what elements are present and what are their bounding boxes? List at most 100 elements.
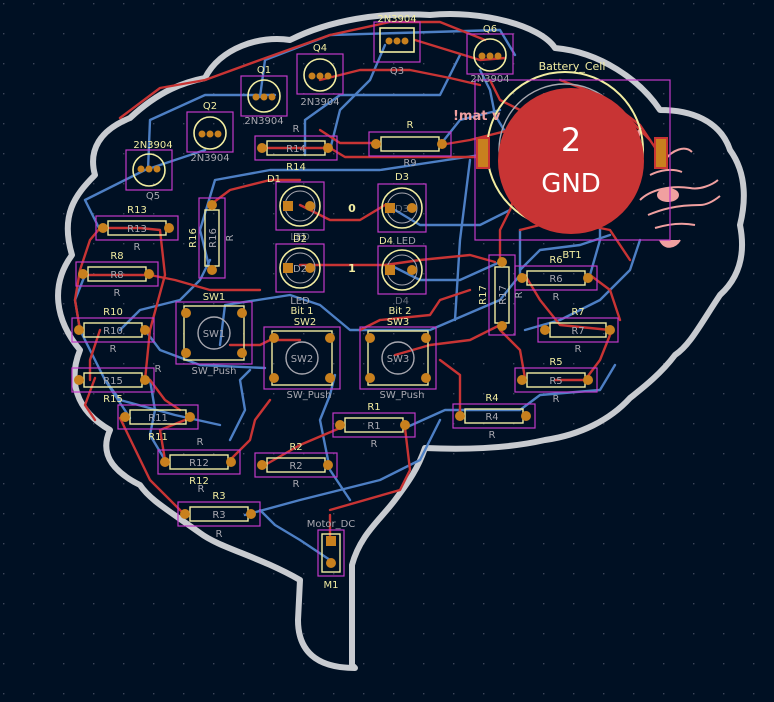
transistor-q6[interactable]: Q6 2N3904 (466, 24, 514, 85)
resistor-r1[interactable]: R1 R1 R (332, 402, 416, 450)
sw2-fab-label: SW2 (291, 354, 314, 365)
resistor-r9[interactable]: R R9 (368, 120, 452, 169)
d4-pad-1 (385, 265, 395, 275)
switch-sw2[interactable]: SW2 SW2 SW_Push (263, 317, 341, 401)
sw2-body (271, 330, 333, 386)
q6-ref-label: Q6 (483, 24, 497, 35)
r12-value-label: R (198, 484, 205, 495)
q3-pin-1 (385, 37, 393, 45)
led-d2[interactable]: D2 D2 LED (275, 234, 325, 307)
r2-ref-label: R2 (289, 442, 302, 453)
transistor-q1[interactable]: Q1 2N3904 (240, 65, 288, 127)
r8-pad-1 (78, 269, 88, 279)
r6-pad-2 (583, 273, 593, 283)
resistor-r11[interactable]: R11 R11 R (117, 404, 204, 448)
q6-pin-3 (494, 52, 502, 60)
r1-value-label: R (371, 439, 378, 450)
r5-pad-1 (517, 375, 527, 385)
led-d3[interactable]: D3 D3 (377, 172, 427, 233)
q2-pin-1 (198, 130, 206, 138)
sw3-ref-label: SW3 (387, 317, 410, 328)
r10-value-label: R (110, 344, 117, 355)
q5-value-label: 2N3904 (133, 140, 172, 151)
battery-courtyard (474, 79, 671, 241)
r15-pad-1 (74, 375, 84, 385)
q5-pin-3 (153, 165, 161, 173)
transistor-q4[interactable]: Q4 2N3904 (296, 43, 344, 108)
d2-pad-1 (283, 263, 293, 273)
q6-value-label: 2N3904 (470, 74, 509, 85)
r15-courtyard (71, 367, 155, 393)
q2-pin-3 (214, 130, 222, 138)
resistor-r5[interactable]: R5 R5 R (514, 357, 598, 405)
r3-ref-label: R3 (212, 491, 225, 502)
q4-pin-3 (324, 72, 332, 80)
transistor-q5[interactable]: 2N3904 Q5 (125, 140, 173, 202)
sw2-courtyard (263, 326, 341, 390)
silk-banner-text: !mat v (453, 109, 501, 124)
resistor-r12[interactable]: R12 R12 R (157, 449, 241, 495)
d3-ref-label: D3 (395, 172, 409, 183)
resistor-r14[interactable]: R R14 R14 (254, 124, 338, 173)
r4-value-label: R (489, 430, 496, 441)
resistor-r7[interactable]: R7 R7 R (537, 307, 619, 355)
resistor-r8[interactable]: R8 R8 R (75, 251, 159, 299)
resistor-r10[interactable]: R10 R10 R (71, 307, 155, 355)
resistor-r6[interactable]: R6 R6 R (514, 255, 598, 303)
r15-pad-2 (140, 375, 150, 385)
r10-fab-label: R10 (103, 326, 123, 337)
r4-pad-2 (521, 411, 531, 421)
q1-value-label: 2N3904 (244, 116, 283, 127)
sw1-pad-1 (181, 308, 191, 318)
resistor-r17[interactable]: R17 R17 R (478, 254, 525, 336)
board-outline (55, 11, 747, 671)
resistor-r4[interactable]: R4 R4 R (452, 393, 536, 441)
resistor-r15[interactable]: R15 R15 R (71, 364, 162, 405)
resistor-r16[interactable]: R16 R16 R (188, 197, 236, 279)
resistor-r3[interactable]: R3 R3 R (177, 491, 261, 540)
r13-courtyard (95, 215, 179, 241)
r9-pad-2 (437, 139, 447, 149)
silk-digit-1: 1 (348, 262, 356, 275)
r3-courtyard (177, 501, 261, 527)
d4-fab-label: D4 (395, 296, 409, 307)
r7-pad-1 (540, 325, 550, 335)
motor-m1[interactable]: Motor_DC M1 (307, 519, 356, 591)
d1-courtyard (275, 181, 325, 231)
m1-ref-label: M1 (324, 580, 339, 591)
sw2-pad-4 (325, 373, 335, 383)
led-d1[interactable]: D1 D1 LED (267, 174, 325, 243)
r4-pad-1 (455, 411, 465, 421)
transistor-q3[interactable]: 2N3904 Q3 (373, 14, 421, 77)
d2-pad-2 (305, 263, 315, 273)
resistor-r2[interactable]: R2 R2 R (254, 442, 338, 490)
net-highlight-name: GND (541, 169, 601, 199)
r13-value-label: R (134, 242, 141, 253)
silk-bit-2-label: Bit 2 (388, 306, 411, 317)
led-d4[interactable]: D4 LED D4 (377, 236, 427, 307)
r5-value-label: R (553, 394, 560, 405)
battery-ref-label: BT1 (562, 250, 581, 261)
q3-pin-3 (401, 37, 409, 45)
r9-courtyard (368, 131, 452, 157)
sw2-pad-2 (325, 333, 335, 343)
switch-sw1[interactable]: SW1 SW1 SW_Push (175, 292, 253, 377)
silk-digit-0: 0 (348, 202, 356, 215)
r1-pad-2 (400, 420, 410, 430)
q1-pin-3 (268, 93, 276, 101)
d4-pad-2 (407, 265, 417, 275)
switch-sw3[interactable]: SW3 SW3 SW_Push (359, 317, 437, 401)
r11-pad-2 (185, 412, 195, 422)
r2-value-label: R (293, 479, 300, 490)
r7-ref-label: R7 (571, 307, 584, 318)
d4-ref-label: D4 (379, 236, 393, 247)
d4-courtyard (377, 245, 427, 295)
transistor-q2[interactable]: Q2 2N3904 (186, 101, 234, 164)
sw1-actuator (197, 316, 231, 350)
r7-fab-label: R7 (571, 326, 584, 337)
resistor-r13[interactable]: R13 R13 R (95, 205, 179, 253)
d2-value-label: LED (290, 296, 310, 307)
q6-pin-2 (486, 52, 494, 60)
r5-ref-label: R5 (549, 357, 562, 368)
